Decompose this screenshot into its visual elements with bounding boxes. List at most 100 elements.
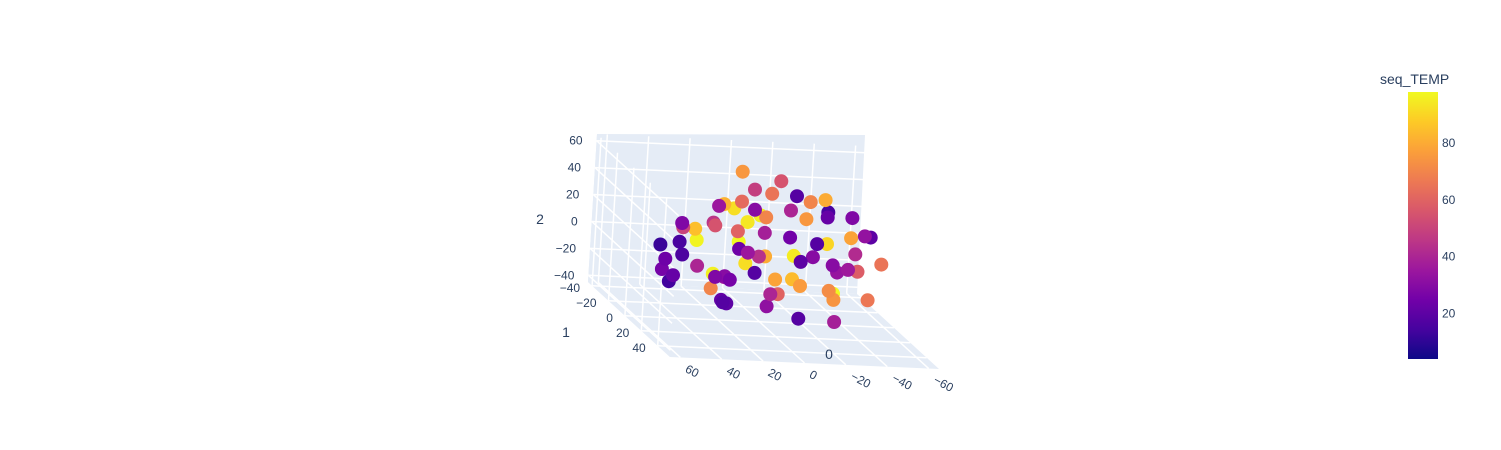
scatter-point[interactable] — [735, 164, 750, 179]
scatter-point[interactable] — [658, 251, 673, 266]
scatter-point[interactable] — [827, 315, 842, 329]
gridline-y — [657, 345, 927, 359]
gridline-x — [597, 134, 609, 283]
y-tick-label: −40 — [560, 281, 581, 295]
gridline-x — [804, 291, 888, 368]
scatter-point[interactable] — [748, 202, 762, 217]
x-tick-label: 0 — [807, 367, 820, 383]
z-tick-label: 40 — [568, 161, 582, 175]
scatter-point[interactable] — [857, 229, 872, 244]
colorbar-tick-label: 60 — [1442, 193, 1456, 207]
scatter-point[interactable] — [818, 193, 833, 208]
scatter-point[interactable] — [774, 174, 789, 189]
scatter-point[interactable] — [810, 237, 825, 252]
y-tick-label: 40 — [632, 341, 646, 355]
x-tick-label: −40 — [890, 371, 915, 393]
scatter-point[interactable] — [740, 245, 755, 260]
colorbar-tick-label: 80 — [1442, 136, 1456, 150]
scatter-point[interactable] — [715, 295, 730, 310]
scatter-point[interactable] — [689, 233, 704, 247]
scatter-point[interactable] — [722, 272, 737, 287]
gridline-x — [597, 281, 681, 359]
scatter-point[interactable] — [874, 257, 889, 272]
gridline-x — [639, 283, 723, 360]
gridline-x — [721, 139, 733, 289]
scatter-point[interactable] — [768, 272, 783, 287]
scatter-point[interactable] — [820, 237, 834, 252]
scatter-point[interactable] — [793, 254, 808, 269]
scatter-point[interactable] — [759, 299, 774, 314]
colorbar-tick-label: 20 — [1442, 307, 1456, 321]
gridline-y — [592, 285, 862, 299]
scatter-point[interactable] — [793, 279, 807, 293]
scatter-point[interactable] — [791, 311, 806, 326]
scatter-point[interactable] — [821, 283, 836, 298]
scatter-point[interactable] — [751, 249, 766, 264]
gridline-x — [638, 136, 650, 285]
scatter-point[interactable] — [799, 212, 814, 227]
scatter-point[interactable] — [730, 224, 745, 239]
scatter-point[interactable] — [784, 203, 798, 218]
x-axis-title: 0 — [825, 346, 833, 362]
scatter-point[interactable] — [653, 237, 668, 252]
colorbar-tick-label: 40 — [1442, 250, 1456, 264]
x-tick-label: 60 — [683, 362, 702, 381]
scatter-point[interactable] — [740, 215, 755, 230]
z-tick-label: −40 — [554, 268, 575, 282]
scatter-point[interactable] — [790, 189, 804, 204]
gridline-y — [591, 137, 602, 286]
scatter-point[interactable] — [738, 256, 753, 271]
scatter-point[interactable] — [666, 268, 680, 283]
scatter-point[interactable] — [765, 186, 780, 201]
scatter-point[interactable] — [712, 198, 727, 213]
scatter-point[interactable] — [675, 216, 690, 230]
scatter-point[interactable] — [703, 281, 718, 296]
gridline-y — [608, 300, 878, 314]
scatter-point[interactable] — [805, 250, 820, 265]
scatter-point[interactable] — [845, 211, 860, 226]
gridline-z — [589, 247, 673, 324]
gridline-y — [624, 315, 894, 329]
y-tick-label: 0 — [606, 311, 613, 325]
y-tick-label: −20 — [576, 296, 597, 310]
scatter-point[interactable] — [675, 247, 690, 262]
scatter-points[interactable] — [653, 164, 889, 329]
z-axis-title: 2 — [536, 211, 544, 227]
scatter-point[interactable] — [688, 221, 703, 236]
z-tick-label: −20 — [556, 241, 577, 255]
z-tick-label: 0 — [571, 214, 578, 228]
z-tick-label: 60 — [569, 134, 583, 148]
scatter-point[interactable] — [708, 269, 723, 284]
scatter-point[interactable] — [844, 231, 859, 246]
colorbar-ticks: 80 60 40 20 — [1442, 136, 1456, 320]
scatter-point[interactable] — [860, 293, 875, 308]
gridline-x — [763, 289, 847, 366]
gridline-x — [846, 292, 930, 370]
scatter-point[interactable] — [735, 194, 749, 209]
scatter-point[interactable] — [763, 287, 778, 302]
gridline-y — [624, 167, 635, 316]
gridline-y — [640, 182, 652, 331]
scatter-point[interactable] — [708, 218, 723, 233]
colorbar: seq_TEMP 80 60 40 20 — [1380, 71, 1456, 359]
gridline-x — [721, 287, 806, 364]
scatter-point[interactable] — [672, 234, 687, 249]
scatter-point[interactable] — [803, 195, 818, 210]
colorbar-gradient — [1408, 92, 1438, 359]
scatter-point[interactable] — [757, 225, 772, 240]
scatter-point[interactable] — [748, 182, 762, 197]
scatter-point[interactable] — [747, 265, 762, 280]
scatter-point[interactable] — [690, 258, 705, 273]
y-tick-label: 20 — [616, 326, 630, 340]
scatter-point[interactable] — [820, 210, 835, 225]
scatter-point[interactable] — [759, 210, 774, 225]
gridline-z — [587, 274, 671, 351]
x-tick-label: −60 — [931, 373, 956, 395]
colorbar-title: seq_TEMP — [1380, 71, 1449, 87]
scatter-point[interactable] — [841, 262, 855, 277]
scatter-point[interactable] — [825, 258, 840, 273]
scatter-point[interactable] — [848, 247, 863, 262]
scatter-point[interactable] — [783, 230, 798, 245]
y-axis-title: 1 — [562, 324, 570, 340]
